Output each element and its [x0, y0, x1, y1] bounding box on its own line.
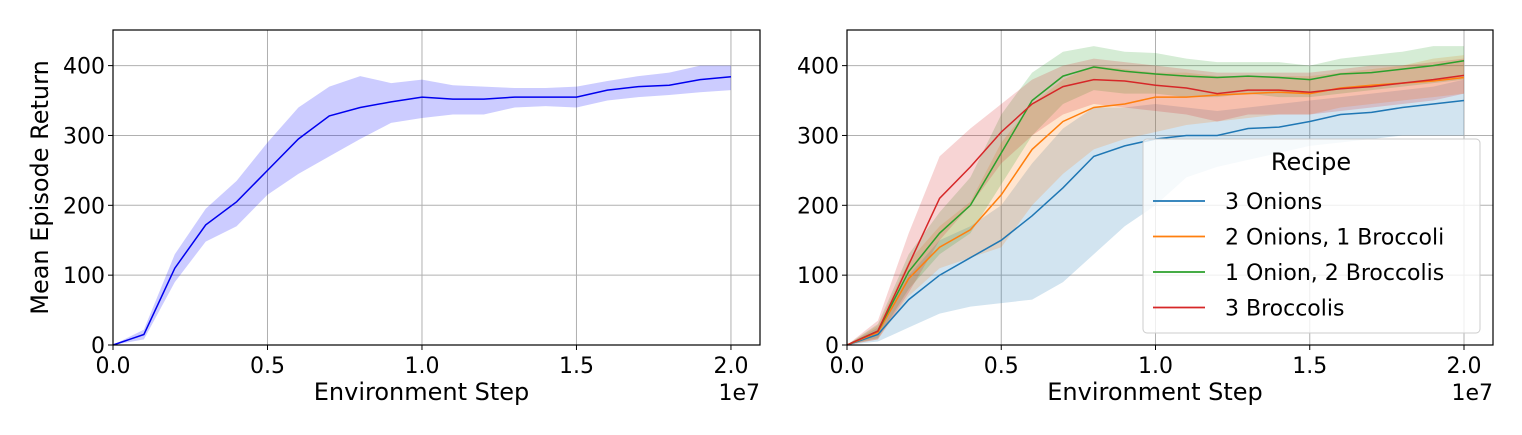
x-tick-label: 0.0: [830, 354, 865, 379]
series-line-4: [846, 74, 1465, 346]
x-tick-label: 1.0: [404, 354, 439, 379]
legend-box: [1142, 138, 1481, 334]
legend-label-3: 1 Onion, 2 Broccolis: [1225, 261, 1444, 286]
y-tick-label: 400: [63, 55, 105, 80]
legend-label-2: 2 Onions, 1 Broccoli: [1225, 226, 1444, 251]
confidence-band-1: [113, 65, 731, 345]
y-tick-label: 300: [797, 124, 839, 149]
y-tick-label: 200: [63, 194, 105, 219]
x-axis-label: Environment Step: [314, 378, 530, 406]
x-tick-label: 2.0: [1447, 354, 1482, 379]
x-tick-label: 2.0: [713, 354, 748, 379]
y-tick-label: 100: [63, 264, 105, 289]
axes-frame: [112, 29, 761, 346]
subplot-1: 0.0 0.5 1.0 1.5 2.0 0 100 200 300 400 Environment …: [26, 29, 761, 406]
confidence-band-3: [847, 46, 1464, 345]
x-tick-label: 0.0: [96, 354, 131, 379]
x-tick-label: 1.5: [559, 354, 594, 379]
series-line-3: [846, 59, 1465, 346]
axes-frame: [846, 29, 1494, 346]
legend-label-4: 3 Broccolis: [1225, 297, 1344, 322]
y-axis-label: Mean Episode Return: [26, 60, 54, 315]
y-tick-label: 0: [825, 334, 839, 359]
y-tick-label: 100: [797, 264, 839, 289]
legend: Recipe 3 Onions 2 Onions, 1 Broccoli 1 Onio…: [1142, 138, 1481, 334]
y-tick-label: 200: [797, 194, 839, 219]
y-tick-label: 0: [91, 334, 105, 359]
y-tick-label: 300: [63, 124, 105, 149]
x-axis-label: Environment Step: [1047, 378, 1263, 406]
x-offset-label: 1e7: [1451, 381, 1493, 406]
series-line-1: [112, 76, 732, 346]
subplot-2: 0.0 0.5 1.0 1.5 2.0 0 100 200 300 400 Environment …: [797, 29, 1494, 406]
legend-label-1: 3 Onions: [1225, 190, 1322, 215]
confidence-band-4: [847, 58, 1464, 345]
y-tick-label: 400: [797, 55, 839, 80]
confidence-band-2: [847, 55, 1464, 345]
x-tick-label: 1.0: [1138, 354, 1173, 379]
legend-title: Recipe: [1271, 148, 1351, 176]
x-tick-label: 0.5: [250, 354, 285, 379]
x-offset-label: 1e7: [718, 381, 760, 406]
x-tick-label: 0.5: [984, 354, 1019, 379]
confidence-band-1: [847, 79, 1464, 345]
x-tick-label: 1.5: [1292, 354, 1327, 379]
series-line-2: [846, 76, 1465, 346]
